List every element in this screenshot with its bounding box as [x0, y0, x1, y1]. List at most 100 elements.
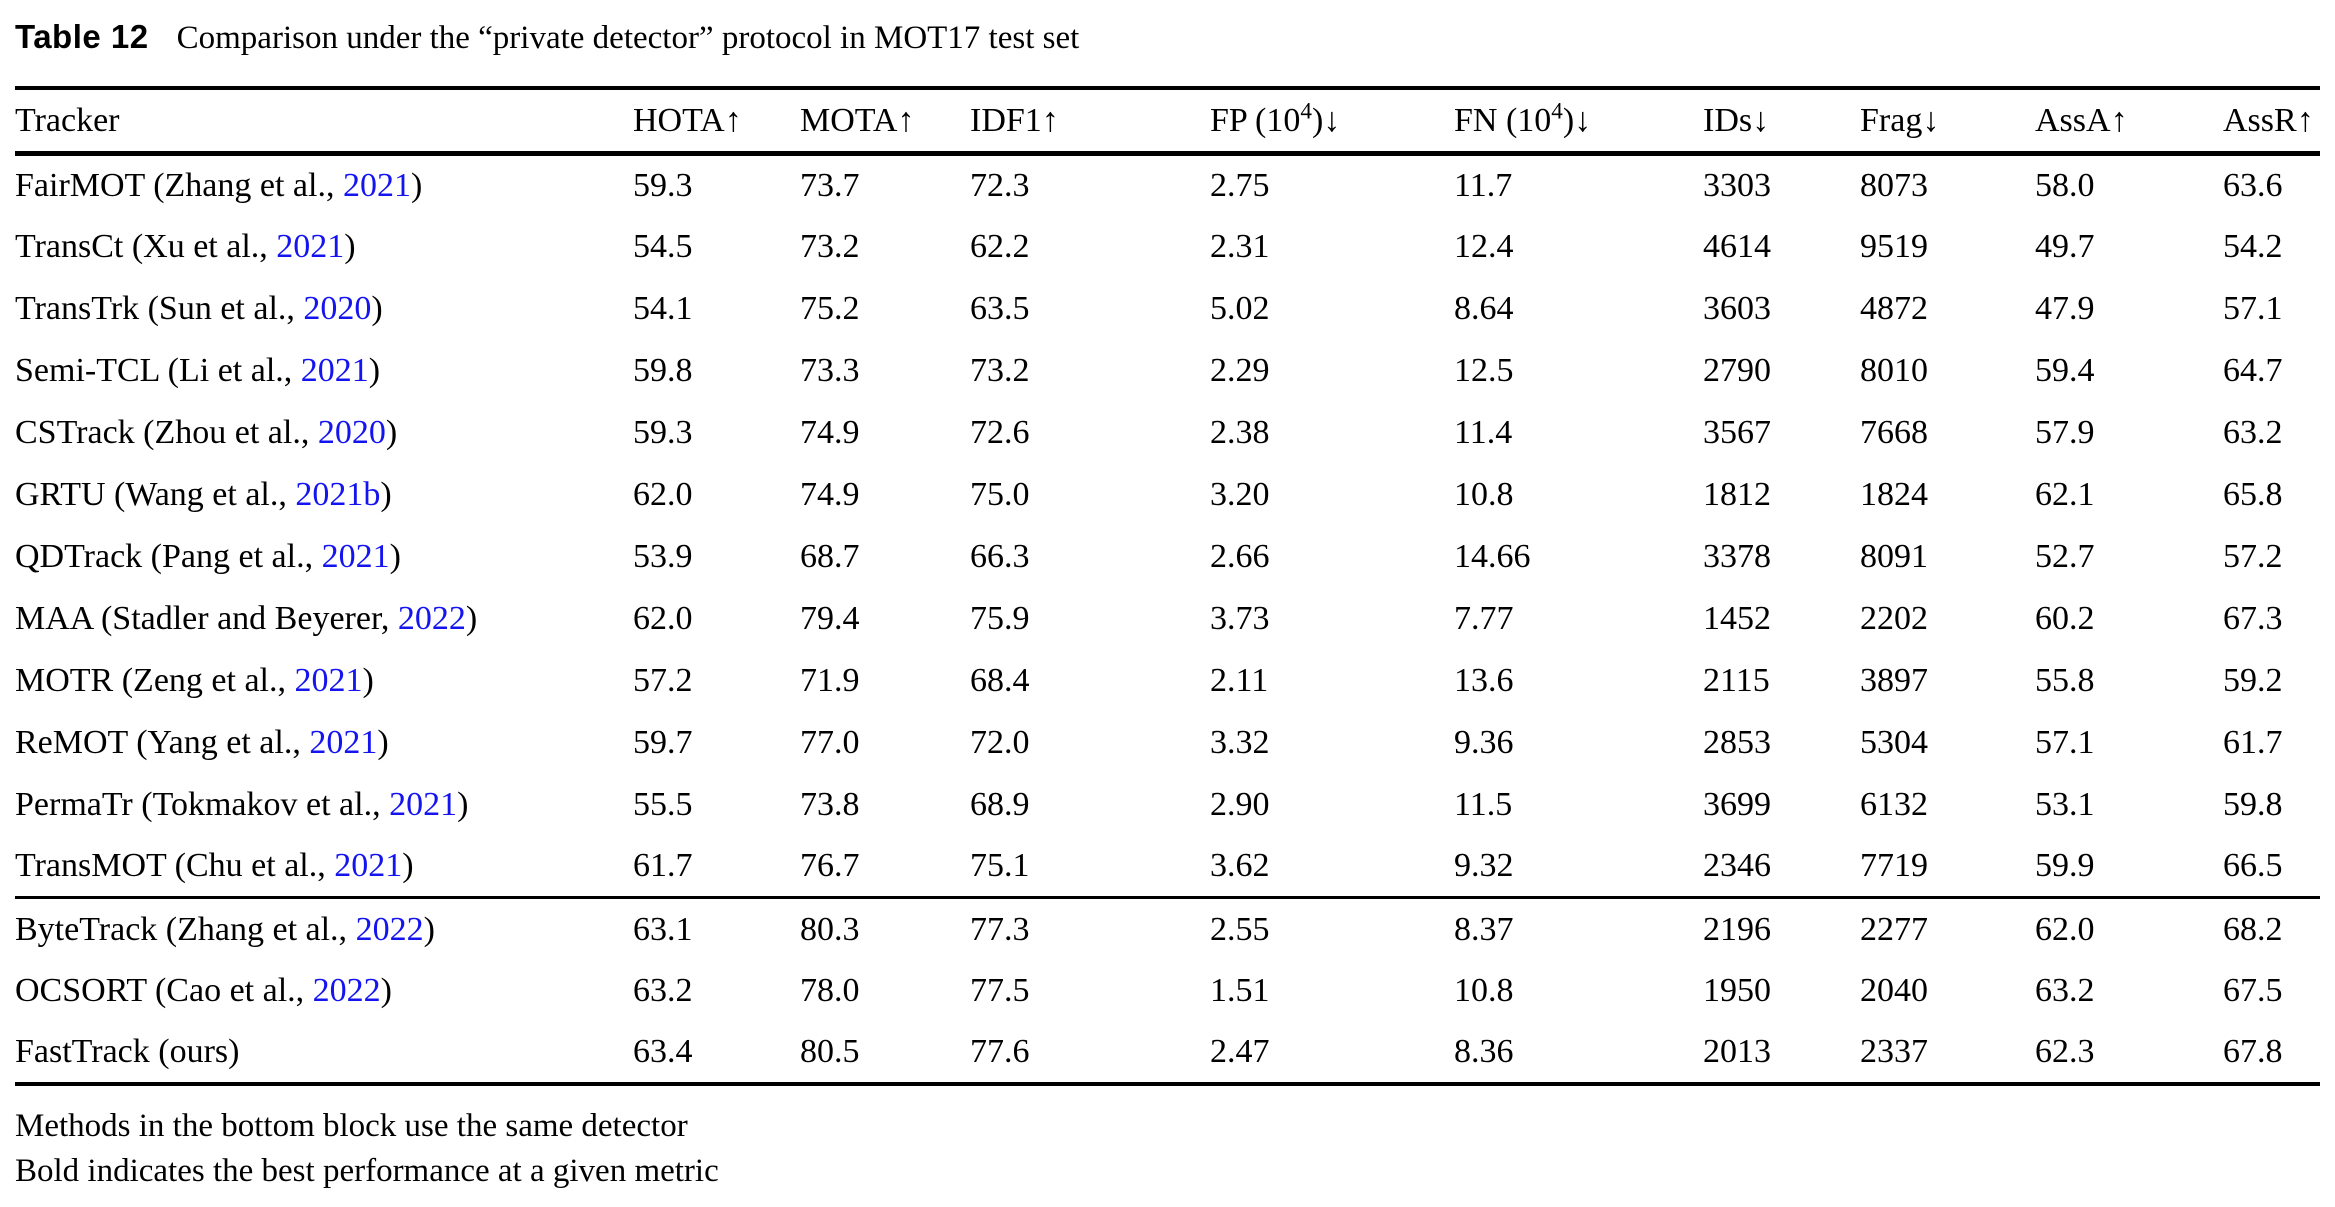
- tracker-cell: Semi-TCL (Li et al., 2021): [15, 351, 381, 389]
- metric-cell-frag: 2040: [1860, 971, 1928, 1009]
- metric-cell-assr: 57.2: [2223, 537, 2283, 575]
- table-caption: Table 12 Comparison under the “private de…: [15, 16, 2320, 60]
- citation-link[interactable]: 2022: [312, 971, 381, 1009]
- metric-cell-frag: 2202: [1860, 599, 1928, 637]
- metric-cell-fn: 9.32: [1454, 847, 1514, 885]
- table-row: PermaTr (Tokmakov et al., 2021) 55.5 73.8 6…: [15, 774, 2320, 836]
- metric-cell-assr: 63.2: [2223, 413, 2283, 451]
- metric-cell-hota: 57.2: [633, 661, 693, 699]
- metric-cell-mota: 73.7: [800, 167, 860, 205]
- metric-cell-fp: 3.20: [1210, 475, 1270, 513]
- table-row: FairMOT (Zhang et al., 2021) 59.3 73.7 72.3…: [15, 154, 2320, 216]
- tracker-cell: TransMOT (Chu et al., 2021): [15, 847, 414, 885]
- results-table: Tracker HOTA↑ MOTA↑ IDF1↑ FP (104)↓ FN (104)↓…: [15, 85, 2320, 1086]
- metric-cell-fn: 9.36: [1454, 723, 1514, 761]
- citation-link[interactable]: 2021: [334, 847, 403, 885]
- metric-cell-hota: 62.0: [633, 475, 693, 513]
- table-body: FairMOT (Zhang et al., 2021) 59.3 73.7 72.3…: [15, 154, 2320, 1084]
- metric-cell-mota: 80.3: [800, 910, 860, 948]
- table-row: CSTrack (Zhou et al., 2020) 59.3 74.9 72.6 2…: [15, 402, 2320, 464]
- metric-cell-assr: 63.6: [2223, 167, 2283, 205]
- citation-link[interactable]: 2021: [321, 537, 390, 575]
- tracker-cell: QDTrack (Pang et al., 2021): [15, 537, 401, 575]
- table-row: TransCt (Xu et al., 2021) 54.5 73.2 62.2 2.3…: [15, 216, 2320, 278]
- citation-link[interactable]: 2021: [300, 351, 369, 389]
- metric-cell-hota: 63.4: [633, 1032, 693, 1070]
- metric-cell-frag: 5304: [1860, 723, 1928, 761]
- metric-cell-hota: 55.5: [633, 785, 693, 823]
- metric-cell-fp: 2.90: [1210, 785, 1270, 823]
- metric-cell-assa: 57.1: [2035, 723, 2095, 761]
- metric-cell-assr: 67.8: [2223, 1032, 2283, 1070]
- metric-cell-fp: 2.29: [1210, 351, 1270, 389]
- tracker-cell: MOTR (Zeng et al., 2021): [15, 661, 374, 699]
- metric-cell-frag: 8091: [1860, 537, 1928, 575]
- tracker-cell: ReMOT (Yang et al., 2021): [15, 723, 389, 761]
- metric-cell-fp: 2.11: [1210, 661, 1269, 699]
- metric-cell-assr: 61.7: [2223, 723, 2283, 761]
- metric-cell-ids: 3303: [1703, 167, 1771, 205]
- tracker-cell: OCSORT (Cao et al., 2022): [15, 971, 392, 1009]
- metric-cell-fp: 2.47: [1210, 1032, 1270, 1070]
- column-header-hota: HOTA↑: [633, 101, 742, 139]
- metric-cell-mota: 77.0: [800, 723, 860, 761]
- table-row: MOTR (Zeng et al., 2021) 57.2 71.9 68.4 2.11…: [15, 650, 2320, 712]
- citation-link[interactable]: 2021: [294, 661, 363, 699]
- metric-cell-fp: 5.02: [1210, 289, 1270, 327]
- metric-cell-assa: 55.8: [2035, 661, 2095, 699]
- tracker-cell: MAA (Stadler and Beyerer, 2022): [15, 599, 478, 637]
- metric-cell-frag: 6132: [1860, 785, 1928, 823]
- citation-link[interactable]: 2021: [389, 785, 458, 823]
- tracker-cell: ByteTrack (Zhang et al., 2022): [15, 910, 435, 948]
- tracker-cell: TransCt (Xu et al., 2021): [15, 227, 356, 265]
- metric-cell-assa: 57.9: [2035, 413, 2095, 451]
- citation-link[interactable]: 2021: [342, 167, 411, 205]
- metric-cell-fn: 12.5: [1454, 351, 1514, 389]
- metric-cell-hota: 53.9: [633, 537, 693, 575]
- metric-cell-assa: 63.2: [2035, 971, 2095, 1009]
- tracker-cell: GRTU (Wang et al., 2021b): [15, 475, 392, 513]
- metric-cell-idf1: 72.3: [970, 167, 1030, 205]
- metric-cell-idf1: 73.2: [970, 351, 1030, 389]
- metric-cell-frag: 7719: [1860, 847, 1928, 885]
- table-header: Tracker HOTA↑ MOTA↑ IDF1↑ FP (104)↓ FN (104)↓…: [15, 88, 2320, 154]
- metric-cell-assr: 67.3: [2223, 599, 2283, 637]
- metric-cell-hota: 63.1: [633, 910, 693, 948]
- metric-cell-assr: 64.7: [2223, 351, 2283, 389]
- column-header-frag: Frag↓: [1860, 101, 1940, 139]
- metric-cell-frag: 8073: [1860, 167, 1928, 205]
- metric-cell-fn: 13.6: [1454, 661, 1514, 699]
- metric-cell-frag: 9519: [1860, 227, 1928, 265]
- table-row: ReMOT (Yang et al., 2021) 59.7 77.0 72.0 3.3…: [15, 712, 2320, 774]
- metric-cell-hota: 59.7: [633, 723, 693, 761]
- column-header-fn: FN (104)↓: [1454, 98, 1592, 139]
- table-caption-text: Comparison under the “private detector” …: [176, 20, 1080, 56]
- metric-cell-hota: 54.5: [633, 227, 693, 265]
- citation-link[interactable]: 2020: [317, 413, 386, 451]
- metric-cell-mota: 79.4: [800, 599, 860, 637]
- metric-cell-fp: 2.38: [1210, 413, 1270, 451]
- metric-cell-assa: 62.3: [2035, 1032, 2095, 1070]
- metric-cell-ids: 2115: [1703, 661, 1770, 699]
- column-header-assa: AssA↑: [2035, 101, 2128, 139]
- table-row: FastTrack (ours) 63.4 80.5 77.6 2.47 8.36 2013…: [15, 1022, 2320, 1084]
- metric-cell-fn: 8.37: [1454, 910, 1514, 948]
- metric-cell-hota: 62.0: [633, 599, 693, 637]
- citation-link[interactable]: 2021b: [295, 475, 381, 513]
- citation-link[interactable]: 2020: [303, 289, 372, 327]
- metric-cell-fp: 3.73: [1210, 599, 1270, 637]
- metric-cell-ids: 3603: [1703, 289, 1771, 327]
- metric-cell-fn: 7.77: [1454, 599, 1514, 637]
- table-row: QDTrack (Pang et al., 2021) 53.9 68.7 66.3 2…: [15, 526, 2320, 588]
- citation-link[interactable]: 2021: [276, 227, 345, 265]
- citation-link[interactable]: 2022: [355, 910, 424, 948]
- metric-cell-frag: 2277: [1860, 910, 1928, 948]
- metric-cell-frag: 8010: [1860, 351, 1928, 389]
- metric-cell-assr: 65.8: [2223, 475, 2283, 513]
- metric-cell-assr: 66.5: [2223, 847, 2283, 885]
- metric-cell-fp: 2.31: [1210, 227, 1270, 265]
- header-row: Tracker HOTA↑ MOTA↑ IDF1↑ FP (104)↓ FN (104)↓…: [15, 88, 2320, 154]
- citation-link[interactable]: 2021: [309, 723, 378, 761]
- citation-link[interactable]: 2022: [397, 599, 466, 637]
- metric-cell-fn: 8.64: [1454, 289, 1514, 327]
